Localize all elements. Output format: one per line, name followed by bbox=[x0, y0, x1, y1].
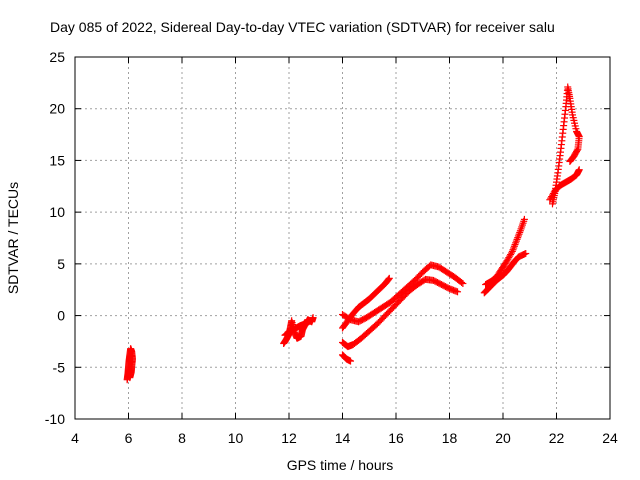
data-point-marker bbox=[508, 247, 516, 255]
data-point-marker bbox=[512, 237, 520, 245]
x-tick-label: 16 bbox=[388, 430, 404, 446]
data-point-marker bbox=[516, 228, 524, 236]
data-point-marker bbox=[514, 232, 522, 240]
chart-title: Day 085 of 2022, Sidereal Day-to-day VTE… bbox=[50, 19, 555, 35]
data-point-marker bbox=[458, 278, 466, 286]
data-point-marker bbox=[513, 235, 521, 243]
x-tick-label: 12 bbox=[281, 430, 297, 446]
x-tick-label: 8 bbox=[178, 430, 186, 446]
data-point-marker bbox=[515, 230, 523, 238]
data-point-marker bbox=[567, 156, 575, 164]
data-point-marker bbox=[522, 250, 530, 258]
data-point-marker bbox=[512, 239, 520, 247]
data-point-marker bbox=[575, 166, 583, 174]
data-point-marker bbox=[509, 246, 517, 254]
data-point-marker bbox=[510, 242, 518, 250]
y-tick-label: -10 bbox=[45, 411, 65, 427]
y-tick-label: -5 bbox=[53, 359, 66, 375]
data-point-marker bbox=[126, 374, 134, 382]
data-point-marker bbox=[385, 275, 393, 283]
data-point-marker bbox=[510, 244, 518, 252]
data-point-marker bbox=[454, 288, 462, 296]
data-markers bbox=[123, 83, 583, 384]
x-tick-label: 24 bbox=[602, 430, 618, 446]
data-point-marker bbox=[459, 280, 467, 288]
x-tick-label: 6 bbox=[125, 430, 133, 446]
y-tick-label: 25 bbox=[49, 49, 65, 65]
data-point-marker bbox=[514, 234, 522, 242]
x-tick-label: 14 bbox=[335, 430, 351, 446]
data-point-marker bbox=[347, 357, 355, 365]
x-tick-label: 22 bbox=[549, 430, 565, 446]
data-point-marker bbox=[566, 157, 574, 165]
data-point-marker bbox=[520, 215, 528, 223]
x-tick-label: 10 bbox=[228, 430, 244, 446]
data-point-marker bbox=[384, 276, 392, 284]
y-tick-label: 0 bbox=[57, 308, 65, 324]
data-point-marker bbox=[511, 241, 519, 249]
y-tick-label: 5 bbox=[57, 256, 65, 272]
y-tick-label: 15 bbox=[49, 152, 65, 168]
grid bbox=[75, 57, 610, 419]
x-axis-label: GPS time / hours bbox=[287, 457, 394, 473]
data-point-marker bbox=[507, 249, 515, 257]
x-tick-label: 4 bbox=[71, 430, 79, 446]
x-tick-label: 20 bbox=[495, 430, 511, 446]
y-tick-label: 10 bbox=[49, 204, 65, 220]
data-point-marker bbox=[385, 274, 393, 282]
axis-ticks: 4 6 8 10 12 14 16 18 20 22 24 -10 -5 0 5 10 15 20 25 bbox=[45, 49, 618, 446]
y-tick-label: 20 bbox=[49, 101, 65, 117]
data-point-marker bbox=[567, 157, 575, 165]
x-tick-label: 18 bbox=[442, 430, 458, 446]
data-point-marker bbox=[306, 317, 314, 325]
y-axis-label: SDTVAR / TECUs bbox=[5, 182, 21, 294]
